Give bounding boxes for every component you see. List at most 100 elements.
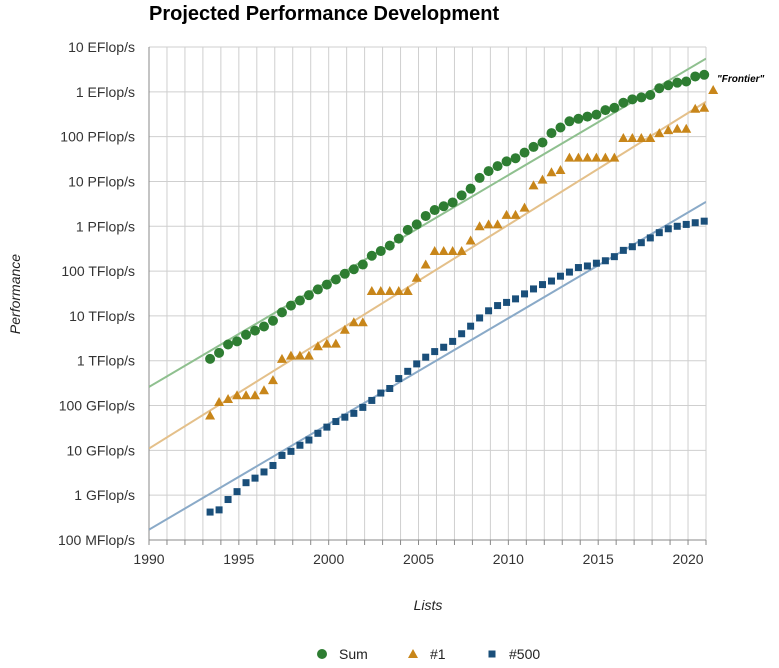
point-Sum [573,113,584,124]
point-n1 [600,152,611,162]
point-n500 [494,302,502,310]
legend: Sum #1 #500 [317,646,540,662]
point-n500 [395,375,403,383]
point-n1 [474,221,485,231]
point-Sum [420,210,431,221]
point-n1 [438,246,449,256]
point-n1 [276,353,287,363]
point-n500 [682,220,690,228]
point-n1 [330,338,341,348]
point-Sum [250,325,261,336]
point-Sum [438,201,449,212]
point-n500 [664,225,672,233]
point-Sum [357,259,368,270]
point-Sum [654,83,665,94]
point-n500 [242,479,250,487]
point-n1 [357,317,368,327]
point-n1 [348,317,359,327]
point-Sum [618,97,629,108]
point-n1 [609,152,620,162]
point-n1 [591,152,602,162]
point-n1 [250,390,261,400]
point-Sum [528,141,539,152]
point-n1 [429,246,440,256]
point-Sum [564,116,575,127]
point-n1 [303,350,314,360]
point-n1 [546,167,557,177]
point-Sum [402,224,413,235]
point-n500 [476,314,484,322]
point-n1 [402,285,413,295]
point-Sum [519,147,530,158]
point-n1 [627,133,638,143]
point-n500 [440,343,448,351]
point-Sum [690,71,701,82]
legend-label: #500 [509,646,540,662]
point-n500 [556,272,564,280]
point-Sum [555,122,566,133]
point-n1 [681,123,692,133]
point-n1 [339,324,350,334]
legend-marker-Sum [317,649,327,659]
point-n1 [232,390,243,400]
point-Sum [645,89,656,100]
point-n500 [305,436,313,444]
y-tick-label: 1 PFlop/s [76,218,135,234]
point-Sum [600,105,611,116]
point-n1 [528,180,539,190]
point-n1 [510,209,521,219]
point-n500 [655,229,663,237]
y-tick-label: 10 TFlop/s [69,308,135,324]
point-n1 [375,285,386,295]
point-n500 [431,348,439,356]
point-Sum [258,321,269,332]
point-Sum [672,77,683,88]
point-n1 [618,133,629,143]
point-Sum [205,353,216,364]
point-n500 [377,389,385,397]
point-n1 [465,235,476,245]
point-Sum [366,250,377,261]
point-n1 [492,219,503,229]
y-tick-label: 100 TFlop/s [61,263,135,279]
point-Sum [330,274,341,285]
point-n1 [483,219,494,229]
point-n1 [241,390,252,400]
point-Sum [447,197,458,208]
point-n500 [323,423,331,431]
point-n500 [503,298,511,306]
point-n1 [285,350,296,360]
point-n500 [422,353,430,361]
point-n1 [537,174,548,184]
point-n1 [420,259,431,269]
point-Sum [241,329,252,340]
point-Sum [582,111,593,122]
point-n1 [384,285,395,295]
x-tick-label: 2020 [672,551,703,567]
point-Sum [294,295,305,306]
axes: 100 MFlop/s 1 GFlop/s 10 GFlop/s 100 GFlop/… [58,39,707,567]
point-n1 [411,272,422,282]
point-Sum [285,300,296,311]
y-tick-label: 1 EFlop/s [76,84,135,100]
point-Sum [609,102,620,113]
point-n500 [458,330,466,338]
point-n500 [332,418,340,426]
point-n500 [574,264,582,272]
point-Sum [393,233,404,244]
point-n1 [573,152,584,162]
point-Sum [492,161,503,172]
point-Sum [681,76,692,87]
point-n1 [321,338,332,348]
point-Sum [339,268,350,279]
point-n1 [555,165,566,175]
y-axis-title: Performance [7,254,23,334]
point-n1 [519,202,530,212]
y-tick-label: 1 TFlop/s [77,353,135,369]
point-Sum [223,339,234,350]
trend-line-n1 [149,100,706,450]
point-n500 [700,217,708,225]
y-tick-label: 100 MFlop/s [58,532,135,548]
point-Sum [411,219,422,230]
point-n500 [583,262,591,270]
